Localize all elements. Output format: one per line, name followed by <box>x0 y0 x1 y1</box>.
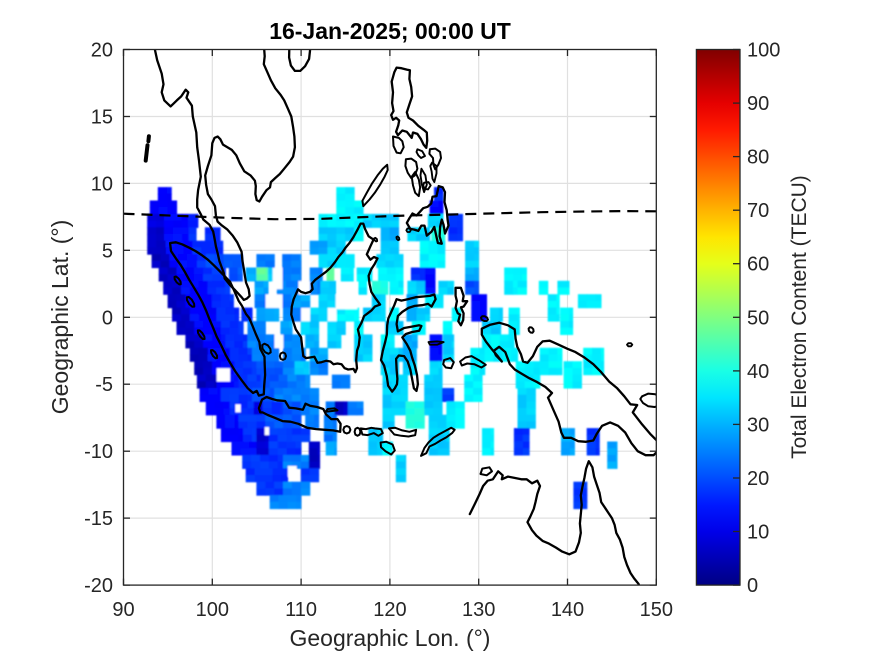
svg-text:150: 150 <box>640 599 673 621</box>
svg-text:20: 20 <box>91 40 113 62</box>
svg-text:40: 40 <box>747 361 769 383</box>
svg-text:-20: -20 <box>84 575 113 597</box>
svg-text:120: 120 <box>373 599 406 621</box>
svg-text:16-Jan-2025; 00:00 UT: 16-Jan-2025; 00:00 UT <box>269 18 511 44</box>
svg-text:90: 90 <box>112 599 134 621</box>
svg-text:30: 30 <box>747 414 769 436</box>
svg-text:110: 110 <box>285 599 317 621</box>
svg-text:Total Electron Content (TECU): Total Electron Content (TECU) <box>788 175 811 459</box>
svg-text:0: 0 <box>102 307 113 329</box>
svg-text:10: 10 <box>747 522 769 544</box>
svg-text:60: 60 <box>747 254 769 276</box>
svg-text:100: 100 <box>747 40 780 62</box>
svg-text:-15: -15 <box>84 508 113 530</box>
svg-text:50: 50 <box>747 307 769 329</box>
svg-text:140: 140 <box>551 599 584 621</box>
svg-text:80: 80 <box>747 147 769 169</box>
svg-text:Geographic Lon. (°): Geographic Lon. (°) <box>290 625 491 651</box>
svg-text:15: 15 <box>91 107 113 129</box>
svg-text:20: 20 <box>747 468 769 490</box>
svg-text:10: 10 <box>91 173 113 195</box>
svg-text:100: 100 <box>196 599 229 621</box>
svg-text:Geographic Lat. (°): Geographic Lat. (°) <box>47 220 73 415</box>
svg-text:0: 0 <box>747 575 758 597</box>
svg-text:130: 130 <box>462 599 495 621</box>
svg-text:5: 5 <box>102 240 113 262</box>
svg-text:-5: -5 <box>95 374 113 396</box>
svg-text:-10: -10 <box>84 441 113 463</box>
svg-text:70: 70 <box>747 200 769 222</box>
svg-text:90: 90 <box>747 93 769 115</box>
